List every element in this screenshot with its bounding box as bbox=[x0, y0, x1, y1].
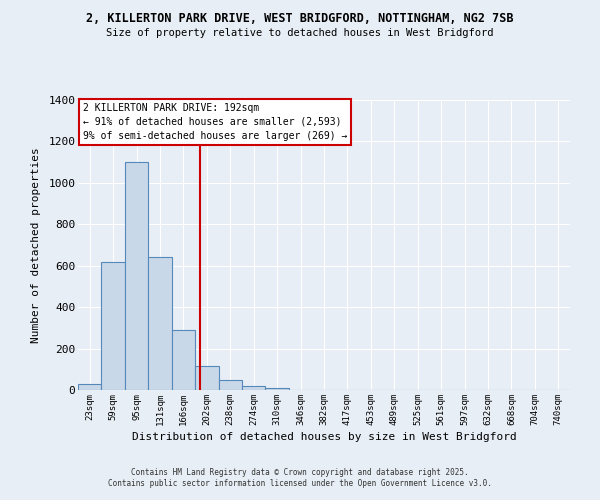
Bar bbox=[125, 162, 148, 390]
Bar bbox=[242, 386, 265, 390]
Text: Size of property relative to detached houses in West Bridgford: Size of property relative to detached ho… bbox=[106, 28, 494, 38]
Text: 2, KILLERTON PARK DRIVE, WEST BRIDGFORD, NOTTINGHAM, NG2 7SB: 2, KILLERTON PARK DRIVE, WEST BRIDGFORD,… bbox=[86, 12, 514, 26]
X-axis label: Distribution of detached houses by size in West Bridgford: Distribution of detached houses by size … bbox=[131, 432, 517, 442]
Bar bbox=[265, 388, 289, 390]
Y-axis label: Number of detached properties: Number of detached properties bbox=[31, 147, 41, 343]
Bar bbox=[78, 384, 101, 390]
Bar bbox=[172, 330, 195, 390]
Text: Contains HM Land Registry data © Crown copyright and database right 2025.
Contai: Contains HM Land Registry data © Crown c… bbox=[108, 468, 492, 487]
Text: 2 KILLERTON PARK DRIVE: 192sqm
← 91% of detached houses are smaller (2,593)
9% o: 2 KILLERTON PARK DRIVE: 192sqm ← 91% of … bbox=[83, 103, 347, 141]
Bar bbox=[195, 366, 218, 390]
Bar bbox=[218, 380, 242, 390]
Bar bbox=[148, 258, 172, 390]
Bar bbox=[101, 262, 125, 390]
